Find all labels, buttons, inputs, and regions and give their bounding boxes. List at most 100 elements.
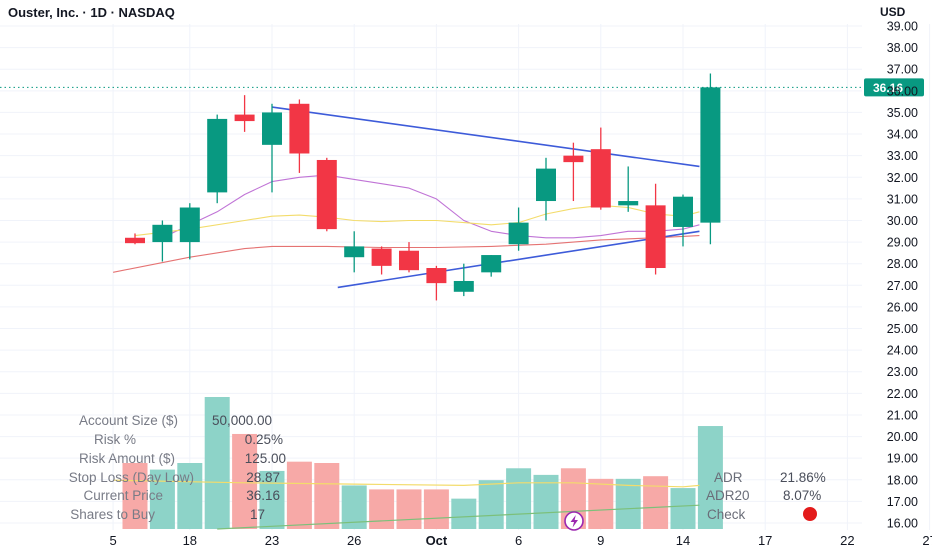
stat-value-adr: 21.86%: [780, 470, 826, 485]
candle-body: [371, 248, 392, 266]
volume-bars: [122, 397, 723, 529]
calc-value-current-price: 36.16: [246, 488, 280, 503]
candle-body: [426, 268, 447, 284]
candle-body: [399, 250, 419, 271]
volume-bar: [478, 480, 504, 529]
y-axis: 16.00 17.00 18.00 19.00 20.00 21.00 22.00 23.00…: [887, 20, 918, 531]
candle-body: [700, 87, 721, 223]
position-calculator: Account Size ($) 50,000.00 Risk % 0.25% …: [69, 413, 286, 522]
stat-label-adr20: ADR20: [706, 488, 750, 503]
x-tick-label: Oct: [426, 533, 448, 548]
y-tick-label: 29.00: [887, 236, 918, 250]
candle: [152, 220, 173, 262]
candle: [371, 246, 392, 275]
volume-bar: [697, 426, 723, 529]
volume-lines: [113, 479, 700, 530]
volume-bar: [122, 463, 148, 529]
y-tick-label: 18.00: [887, 473, 918, 487]
x-tick-label: 22: [840, 533, 854, 548]
volume-trend-line: [217, 504, 700, 530]
volume-bar: [232, 433, 258, 529]
candle-body: [453, 280, 474, 292]
calc-value-risk-amount: 125.00: [245, 451, 286, 466]
candle: [262, 103, 282, 193]
candle: [536, 157, 556, 221]
candle: [179, 203, 200, 260]
volume-bar: [533, 474, 559, 529]
candle: [207, 114, 228, 204]
y-tick-label: 19.00: [887, 452, 918, 466]
calc-label-risk-pct: Risk %: [94, 432, 136, 447]
x-tick-label: 6: [515, 533, 522, 548]
stat-label-check: Check: [707, 507, 746, 522]
calc-value-shares: 17: [250, 507, 265, 522]
candle-body: [673, 196, 693, 227]
candle: [481, 255, 502, 277]
volume-bar: [643, 476, 669, 529]
x-tick-label: 27: [922, 533, 932, 548]
candle: [563, 142, 584, 202]
candle: [289, 99, 310, 173]
y-tick-label: 20.00: [887, 430, 918, 444]
volume-bar: [615, 478, 641, 529]
calc-value-stop-loss: 28.87: [246, 470, 280, 485]
x-tick-label: 9: [597, 533, 604, 548]
candle-body: [179, 207, 200, 243]
candle-body: [344, 246, 365, 258]
calc-label-stop-loss: Stop Loss (Day Low): [69, 470, 194, 485]
candle-body: [508, 222, 529, 245]
volume-bar: [451, 498, 477, 529]
stat-label-adr: ADR: [714, 470, 743, 485]
candle-body: [125, 237, 145, 244]
volume-bar: [396, 489, 422, 529]
volume-bar: [286, 461, 312, 529]
y-tick-label: 28.00: [887, 257, 918, 271]
x-axis: 5 18 23 26 Oct 6 9 14 17 22 27: [109, 533, 932, 548]
y-tick-label: 22.00: [887, 387, 918, 401]
currency-label[interactable]: USD: [880, 5, 906, 19]
volume-bar: [259, 470, 285, 529]
candle: [700, 73, 721, 245]
y-tick-label: 35.00: [887, 106, 918, 120]
volume-bar: [506, 468, 532, 529]
calc-label-account: Account Size ($): [79, 413, 178, 428]
candle: [618, 166, 639, 212]
calc-label-shares: Shares to Buy: [70, 507, 155, 522]
candle: [426, 265, 447, 301]
x-tick-label: 17: [758, 533, 772, 548]
y-tick-label: 38.00: [887, 41, 918, 55]
y-tick-label: 17.00: [887, 495, 918, 509]
x-tick-label: 26: [347, 533, 361, 548]
candle-body: [316, 159, 337, 230]
y-tick-label: 32.00: [887, 171, 918, 185]
candle-body: [289, 103, 310, 154]
x-tick-label: 5: [109, 533, 116, 548]
chart-title[interactable]: Ouster, Inc. · 1D · NASDAQ: [8, 5, 175, 20]
ma-line-mid: [134, 204, 700, 237]
y-tick-label: 27.00: [887, 279, 918, 293]
y-tick-label: 24.00: [887, 344, 918, 358]
volume-bar: [369, 489, 395, 529]
y-tick-label: 21.00: [887, 408, 918, 422]
candle: [344, 231, 365, 273]
volume-bar: [670, 488, 696, 529]
y-tick-label: 33.00: [887, 149, 918, 163]
candle: [508, 207, 529, 251]
trendline: [271, 106, 700, 168]
lightning-icon[interactable]: [564, 511, 584, 531]
candle: [673, 194, 693, 247]
x-tick-label: 18: [183, 533, 197, 548]
y-tick-label: 39.00: [887, 20, 918, 34]
candle-body: [645, 205, 666, 269]
y-tick-label: 25.00: [887, 322, 918, 336]
current-price-line: 36.16: [0, 78, 924, 97]
volume-bar: [149, 469, 175, 529]
volume-ma-line: [113, 479, 700, 488]
ma-line-fast: [162, 174, 700, 239]
candle: [399, 242, 419, 273]
candle-body: [234, 114, 255, 122]
calc-label-risk-amount: Risk Amount ($): [79, 451, 175, 466]
trendlines: [271, 106, 700, 289]
